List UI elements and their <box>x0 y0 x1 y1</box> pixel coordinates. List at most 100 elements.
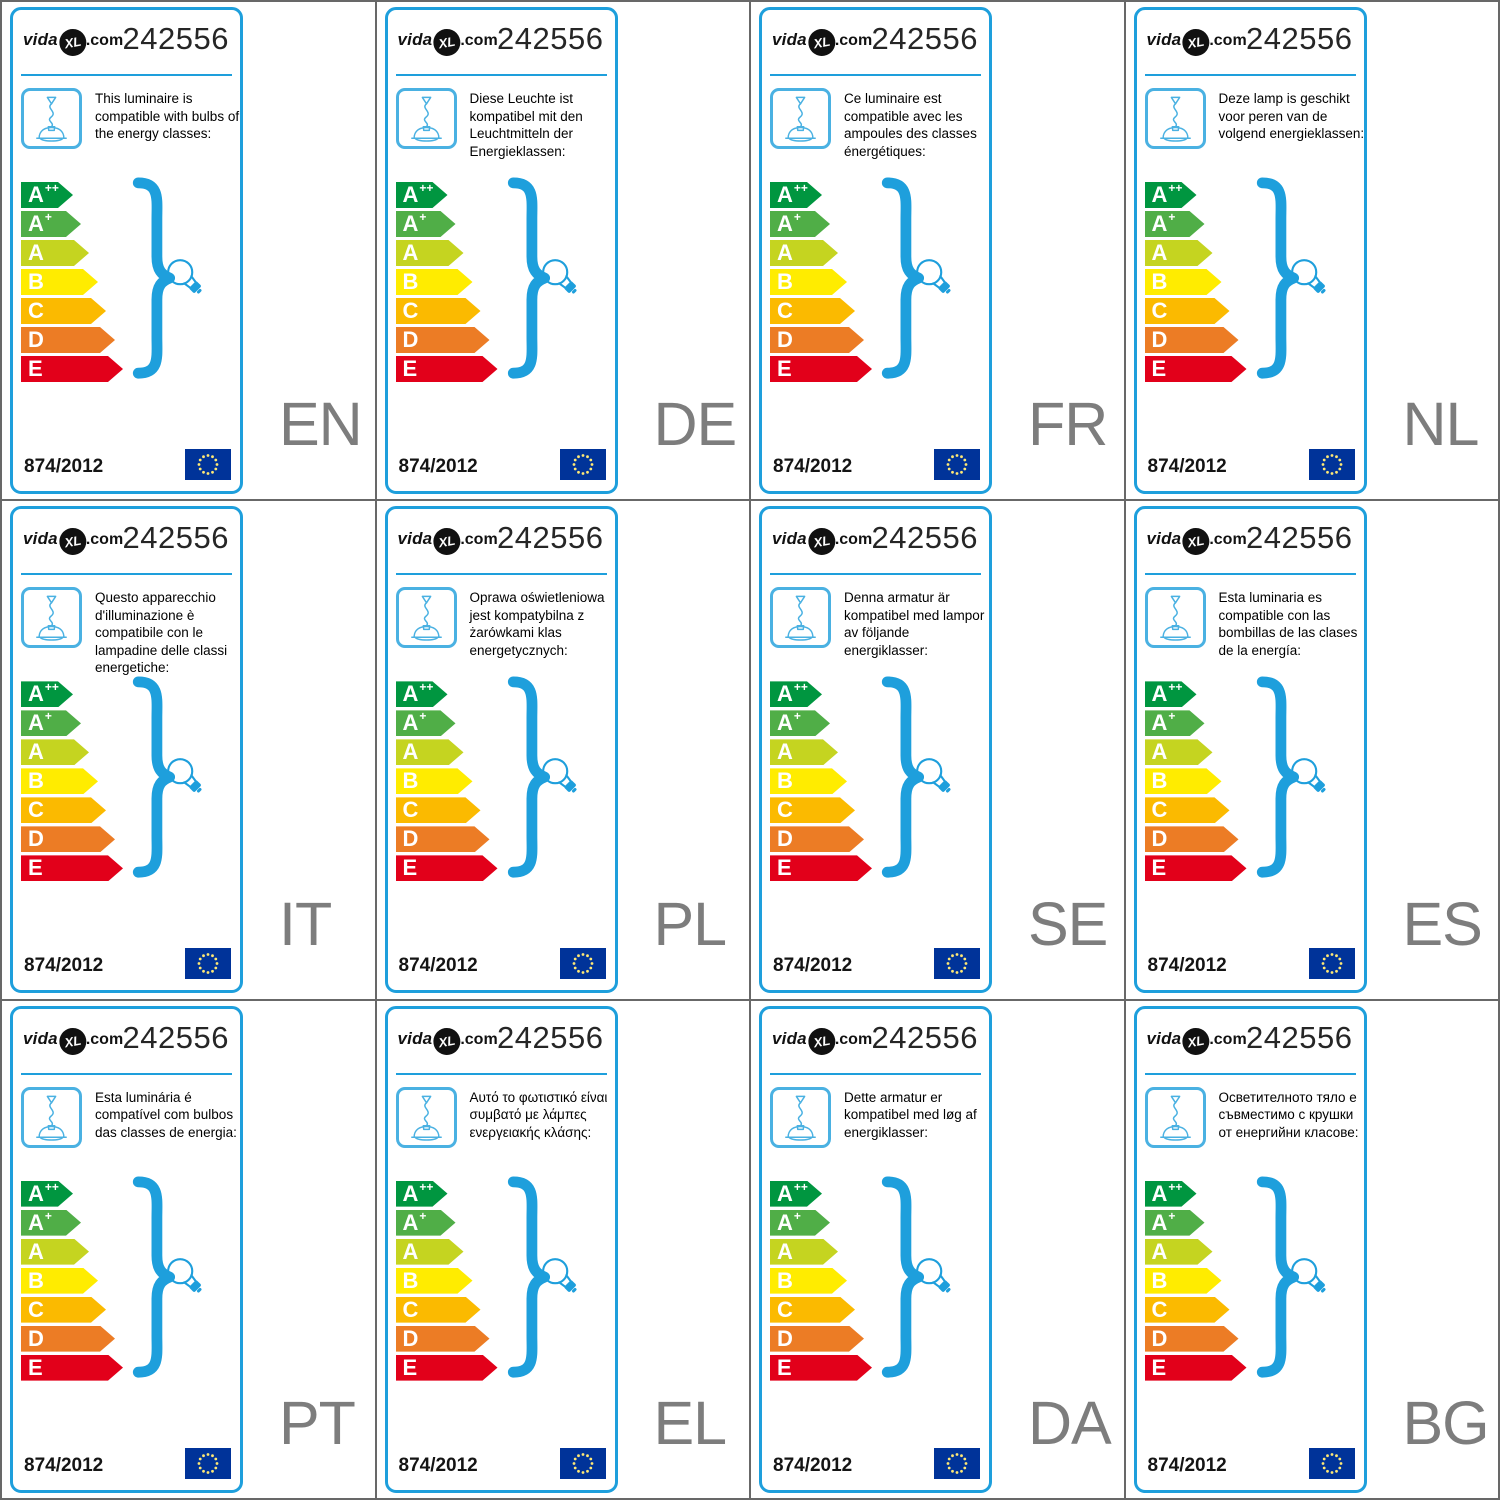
energy-class-arrow-b: B <box>770 1268 847 1294</box>
regulation-number: 874/2012 <box>24 1454 104 1476</box>
energy-class-arrow-c: C <box>396 1297 481 1323</box>
language-code: ES <box>1402 889 1483 958</box>
product-code: 242556 <box>122 21 229 56</box>
energy-class-arrow-a-plus: A + <box>21 1210 81 1236</box>
vidaxl-logo: vida XL .com <box>1147 1025 1247 1057</box>
compatibility-text: This luminaire is compatible with bulbs … <box>95 91 240 141</box>
energy-class-scale: A ++ A + A B C D E <box>396 681 498 884</box>
light-bulb-icon <box>916 758 951 793</box>
label-card: vida XL .com 242556 Αυτό το φωτιστικό είνα… <box>384 1005 618 1493</box>
pendant-lamp-icon <box>21 88 82 149</box>
vidaxl-logo: vida XL .com <box>1146 26 1247 59</box>
compatibility-text: Questo apparecchio d'illuminazione è com… <box>95 590 228 676</box>
energy-class-arrow-d: D <box>770 826 864 852</box>
compatibility-text: Esta luminária é compatível com bulbos d… <box>95 1089 237 1140</box>
product-code: 242556 <box>122 520 229 556</box>
energy-class-arrow-c: C <box>21 797 106 823</box>
vidaxl-logo: vida XL .com <box>23 1025 123 1057</box>
label-card: vida XL .com 242556 Esta luminaria es comp… <box>1133 506 1367 994</box>
energy-class-arrow-b: B <box>1145 1268 1222 1294</box>
pendant-lamp-icon <box>770 88 831 149</box>
pendant-lamp-icon <box>1144 1086 1206 1148</box>
eu-flag-icon <box>1308 948 1355 980</box>
energy-class-arrow-c: C <box>1145 1297 1230 1323</box>
logo-xl-badge: XL <box>431 526 463 558</box>
energy-class-arrow-c: C <box>770 1297 855 1323</box>
energy-label-panel: vida XL .com 242556 Oprawa oświetleniowa j… <box>376 501 749 999</box>
compatibility-text: Deze lamp is geschikt voor peren van de … <box>1218 91 1365 141</box>
energy-label-panel: vida XL .com 242556 This luminaire is comp… <box>2 2 375 500</box>
logo-text-vida: vida <box>1146 529 1182 549</box>
light-bulb-icon <box>1290 259 1326 294</box>
pendant-lamp-icon <box>395 88 457 149</box>
product-code: 242556 <box>871 21 978 56</box>
vidaxl-logo: vida XL .com <box>398 1025 498 1057</box>
energy-label-panel: vida XL .com 242556 Denna armatur är kompa… <box>751 501 1124 999</box>
regulation-number: 874/2012 <box>1147 955 1227 977</box>
energy-class-arrow-d: D <box>770 327 864 353</box>
energy-class-arrow-e: E <box>1145 855 1247 881</box>
vidaxl-logo: vida XL .com <box>772 526 873 558</box>
energy-label-panel: vida XL .com 242556 Dette armatur er kompa… <box>751 1000 1124 1498</box>
regulation-number: 874/2012 <box>398 1454 478 1476</box>
energy-class-arrow-a-plus-plus: A ++ <box>396 681 448 707</box>
vidaxl-logo: vida XL .com <box>772 1025 872 1057</box>
energy-class-arrow-c: C <box>1145 797 1230 823</box>
energy-class-arrow-e: E <box>1145 1355 1247 1381</box>
header-divider <box>21 1072 232 1075</box>
eu-flag-icon <box>185 1447 231 1479</box>
label-card: vida XL .com 242556 This luminaire is comp… <box>10 7 243 494</box>
language-code: SE <box>1028 889 1108 958</box>
energy-class-arrow-a-plus-plus: A ++ <box>396 182 448 208</box>
energy-class-scale: A ++ A + A B C D E <box>21 681 123 884</box>
regulation-number: 874/2012 <box>24 456 104 477</box>
energy-class-arrow-b: B <box>396 269 473 295</box>
header-divider <box>770 74 981 76</box>
regulation-number: 874/2012 <box>773 1454 853 1476</box>
light-bulb-icon <box>916 259 951 294</box>
vidaxl-logo: vida XL .com <box>23 526 123 558</box>
label-card: vida XL .com 242556 Denna armatur är kompa… <box>759 506 992 994</box>
pendant-lamp-icon <box>1144 88 1206 149</box>
energy-class-arrow-a: A <box>770 240 838 266</box>
energy-class-arrow-e: E <box>396 855 498 881</box>
logo-xl-badge: XL <box>806 26 838 59</box>
energy-class-scale: A ++ A + A B C D E <box>21 1181 123 1384</box>
language-code: IT <box>279 889 332 958</box>
energy-class-arrow-e: E <box>770 356 872 382</box>
eu-flag-icon <box>559 1447 606 1479</box>
energy-class-arrow-b: B <box>770 768 847 794</box>
vidaxl-logo: vida XL .com <box>1146 526 1247 558</box>
logo-text-vida: vida <box>397 30 433 49</box>
logo-text-com: .com <box>834 531 873 549</box>
light-bulb-icon <box>541 758 577 793</box>
light-bulb-icon <box>167 758 202 793</box>
energy-class-scale: A ++ A + A B C D E <box>770 1181 872 1384</box>
language-code: DE <box>653 390 738 459</box>
logo-text-vida: vida <box>1146 30 1182 49</box>
product-code: 242556 <box>122 1019 229 1055</box>
compatibility-text: Oprawa oświetleniowa jest kompatybilna z… <box>469 590 605 658</box>
compatibility-text: Ce luminaire est compatible avec les amp… <box>844 91 977 159</box>
product-code: 242556 <box>871 520 978 556</box>
compatibility-text: Dette armatur er kompatibel med løg af e… <box>844 1089 977 1140</box>
eu-flag-icon <box>559 449 606 480</box>
energy-class-arrow-a-plus-plus: A ++ <box>21 681 73 707</box>
energy-class-arrow-a-plus: A + <box>1145 1210 1205 1236</box>
energy-class-arrow-a: A <box>396 1239 464 1265</box>
light-bulb-icon <box>1290 758 1326 793</box>
energy-class-arrow-a: A <box>1145 240 1213 266</box>
regulation-number: 874/2012 <box>24 955 104 977</box>
energy-class-arrow-d: D <box>396 1326 490 1352</box>
energy-class-arrow-c: C <box>396 298 481 324</box>
language-code: BG <box>1402 1389 1490 1457</box>
eu-flag-icon <box>185 449 231 480</box>
logo-text-com: .com <box>834 32 873 49</box>
pendant-lamp-icon <box>770 587 831 649</box>
eu-flag-icon <box>1308 449 1355 480</box>
compatibility-text: Denna armatur är kompatibel med lampor a… <box>844 590 985 658</box>
light-bulb-icon <box>541 259 577 294</box>
logo-text-vida: vida <box>23 30 58 49</box>
energy-class-arrow-d: D <box>21 327 115 353</box>
logo-text-com: .com <box>460 531 498 549</box>
